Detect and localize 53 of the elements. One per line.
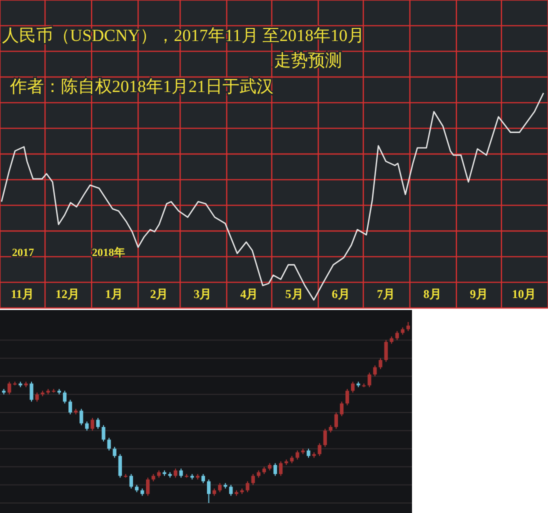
candlestick (8, 381, 12, 395)
x-tick-label: 10月 (512, 287, 536, 301)
annotation: 2018年 (92, 246, 125, 259)
candlestick (179, 468, 183, 478)
candlestick (395, 330, 399, 341)
x-tick-label: 11月 (10, 287, 34, 301)
candlestick (146, 477, 150, 496)
candlestick (112, 446, 116, 458)
candlestick (174, 468, 178, 478)
candlestick (80, 408, 84, 426)
candlestick (246, 480, 250, 493)
x-tick-label: 6月 (332, 287, 350, 301)
candlestick (273, 462, 278, 476)
candlestick (206, 478, 211, 504)
candlestick (345, 388, 350, 406)
x-tick-label: 5月 (285, 287, 304, 301)
candlestick (107, 437, 111, 452)
candlestick (129, 474, 134, 490)
candlestick (323, 428, 327, 448)
candlestick (118, 454, 122, 478)
candlestick (201, 474, 206, 484)
x-tick-label: 9月 (470, 287, 488, 301)
candlestick (306, 448, 310, 458)
x-tick-label: 8月 (423, 287, 442, 301)
candlestick (373, 364, 377, 377)
candlestick (296, 450, 300, 460)
candlestick (62, 390, 67, 404)
candlestick (278, 460, 283, 476)
x-tick-label: 1月 (105, 287, 124, 301)
x-tick-label: 12月 (56, 287, 80, 301)
candlestick (384, 340, 388, 362)
candlestick (229, 484, 233, 496)
candlestick (68, 399, 72, 415)
candlestick (251, 474, 255, 486)
candlestick (318, 442, 322, 456)
candlestick (30, 381, 34, 402)
x-tick-label: 3月 (194, 287, 212, 301)
x-tick-label: 7月 (376, 287, 395, 301)
annotation: 2017 (12, 247, 34, 259)
candlestick (406, 322, 410, 332)
candlestick (35, 392, 39, 402)
candlestick (102, 424, 106, 442)
candlestick (368, 372, 372, 388)
candlestick (85, 421, 89, 432)
candlestick (340, 401, 344, 417)
candlestick (378, 358, 382, 370)
candlestick (218, 482, 222, 493)
candlestick (90, 417, 94, 432)
candlestick (334, 412, 338, 430)
x-tick-label: 4月 (240, 287, 258, 301)
candlestick (96, 417, 100, 430)
x-tick-label: 2月 (150, 287, 168, 301)
candlestick (351, 381, 355, 394)
